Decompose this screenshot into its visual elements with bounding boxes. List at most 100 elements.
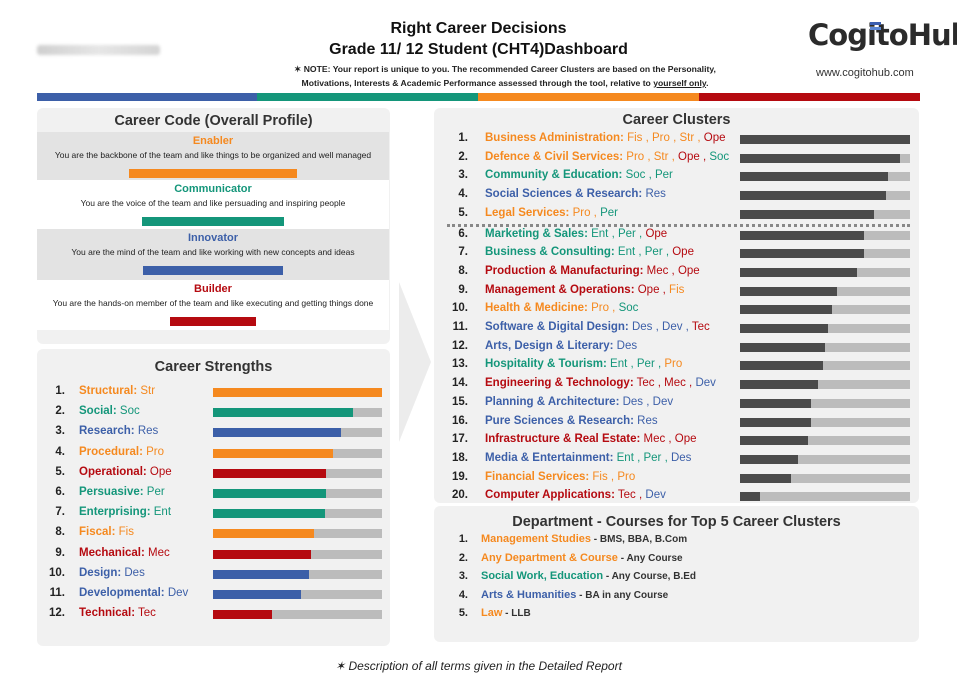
cluster-row: 6. Marketing & Sales: Ent , Per , Ope: [440, 228, 915, 246]
cluster-bar-track: [740, 361, 910, 371]
course-dash: -: [591, 534, 600, 545]
strength-abbr: Dev: [164, 587, 189, 599]
course-rank: 1.: [458, 533, 468, 545]
cluster-row: 16. Pure Sciences & Research: Res: [440, 415, 915, 433]
tag-separator: ,: [682, 321, 689, 333]
cluster-bar-track: [740, 267, 910, 277]
strength-bar-fill: [213, 610, 273, 620]
strength-row: 12. Technical: Tec: [37, 607, 390, 625]
cluster-bar-fill: [740, 230, 865, 240]
strength-bar-track: [213, 408, 382, 418]
tag-separator: ,: [608, 227, 615, 240]
cluster-tag: Fis: [665, 283, 685, 296]
strength-name: Persuasive:: [79, 486, 144, 498]
cluster-row: 11. Software & Digital Design: Des , Dev …: [440, 321, 915, 339]
course-row: 5. Law - LLB: [440, 607, 915, 625]
career-code-name: Communicator: [174, 183, 252, 195]
strength-rank: 4.: [55, 445, 65, 458]
strength-rank: 7.: [55, 506, 65, 519]
cluster-tag: Pro: [569, 206, 591, 219]
cluster-rank: 3.: [458, 169, 468, 182]
tag-separator: ,: [642, 132, 649, 144]
cluster-tag: Per: [633, 358, 655, 371]
cluster-tag: Dev: [649, 395, 674, 408]
cluster-label: Infrastructure & Real Estate: Mec , Ope: [485, 433, 697, 445]
course-names: Any Course: [626, 552, 683, 564]
cluster-bar-track: [740, 230, 910, 240]
strength-label: Technical: Tec: [79, 607, 156, 619]
strength-label: Operational: Ope: [79, 466, 172, 478]
cluster-tag: Dev: [658, 321, 683, 333]
strength-rank: 2.: [55, 405, 65, 418]
color-stripe-red: [699, 93, 920, 101]
strength-rank: 5.: [55, 465, 65, 478]
strength-bar-track: [213, 549, 382, 559]
cluster-bar-fill: [740, 324, 829, 333]
course-row: 2. Any Department & Course - Any Course: [440, 552, 915, 570]
cluster-name: Infrastructure & Real Estate:: [485, 433, 641, 446]
strength-label: Research: Res: [79, 425, 158, 437]
course-names: BA in any Course: [585, 589, 669, 601]
cluster-name: Production & Manufacturing:: [485, 264, 644, 277]
course-label: Law - LLB: [481, 607, 531, 619]
strength-name: Design:: [79, 566, 122, 579]
strength-abbr: Ope: [146, 465, 172, 478]
cluster-row: 4. Social Sciences & Research: Res: [440, 188, 915, 206]
strength-bar-track: [213, 489, 382, 498]
cluster-label: Business & Consulting: Ent , Per , Ope: [485, 246, 694, 258]
cluster-rank: 7.: [458, 246, 468, 259]
cluster-label: Hospitality & Tourism: Ent , Per , Pro: [485, 358, 682, 370]
course-department: Arts & Humanities: [481, 588, 577, 601]
course-department: Any Department & Course: [481, 551, 618, 564]
cluster-row: 18. Media & Entertainment: Ent , Per , De…: [440, 452, 915, 470]
strength-rank: 1.: [55, 385, 65, 397]
cluster-rank: 8.: [458, 264, 468, 277]
cluster-tag: Per: [651, 169, 673, 182]
tag-separator: ,: [694, 132, 701, 144]
note-line-1: ✶ NOTE: Your report is unique to you. Th…: [294, 64, 716, 74]
cluster-tag: Tec: [633, 377, 655, 390]
cluster-row: 15. Planning & Architecture: Des , Dev: [440, 396, 915, 414]
website-link[interactable]: www.cogitohub.com: [816, 67, 914, 79]
cluster-tag: Soc: [615, 302, 639, 315]
cluster-tag: Per: [640, 451, 662, 464]
cluster-bar-fill: [740, 398, 812, 408]
strength-label: Social: Soc: [79, 405, 140, 417]
career-code-name: Enabler: [192, 135, 234, 147]
strength-bar-fill: [213, 509, 325, 519]
tag-separator: ,: [699, 150, 707, 163]
cluster-bar-track: [740, 249, 910, 259]
color-stripe-orange: [478, 93, 699, 101]
strength-name: Developmental:: [79, 587, 165, 599]
strength-abbr: Soc: [116, 405, 140, 418]
cluster-bar-track: [740, 342, 910, 352]
cluster-label: Pure Sciences & Research: Res: [485, 415, 658, 427]
strength-bar-track: [213, 529, 382, 539]
tag-separator: ,: [665, 433, 672, 446]
cluster-bar-fill: [740, 153, 900, 163]
note-line-2: Motivations, Interests & Academic Perfor…: [301, 78, 709, 88]
strength-abbr: Res: [134, 425, 159, 438]
cluster-tag: Fis: [589, 470, 608, 483]
cluster-row: 17. Infrastructure & Real Estate: Mec , O…: [440, 433, 915, 451]
tag-separator: ,: [668, 264, 675, 277]
strength-name: Technical:: [79, 607, 136, 620]
career-code-title: Career Code (Overall Profile): [114, 113, 313, 129]
cluster-name: Engineering & Technology:: [485, 377, 634, 390]
strength-bar-track: [213, 610, 382, 620]
cluster-rank: 16.: [452, 414, 468, 427]
strength-bar-track: [213, 428, 382, 438]
strength-rank: 6.: [55, 486, 65, 498]
cluster-name: Health & Medicine:: [485, 302, 588, 315]
cluster-tag: Str: [676, 132, 695, 144]
tag-separator: ,: [669, 132, 677, 144]
cluster-rank: 14.: [452, 377, 468, 390]
tag-separator: ,: [652, 321, 659, 333]
strength-bar-track: [213, 590, 382, 599]
cluster-tag: Des: [619, 395, 644, 408]
cluster-bar-track: [740, 417, 910, 427]
strength-bar-track: [213, 388, 382, 397]
cluster-bar-fill: [740, 267, 858, 277]
tag-separator: ,: [607, 470, 615, 483]
strength-bar-fill: [213, 529, 315, 539]
